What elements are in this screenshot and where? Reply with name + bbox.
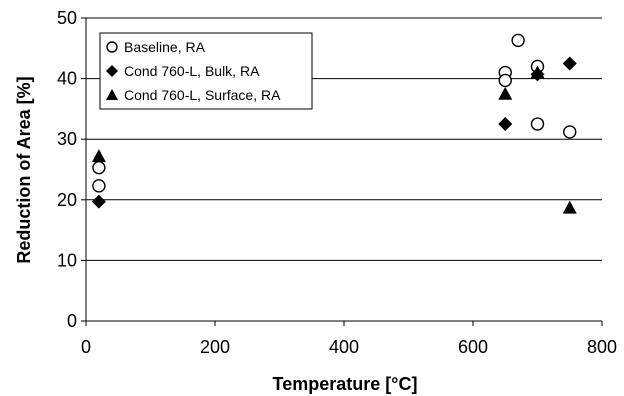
- legend-label-1: Cond 760-L, Bulk, RA: [124, 63, 260, 79]
- legend-marker-0: [106, 41, 118, 53]
- y-tick-label-1: 10: [57, 250, 77, 270]
- axes: [81, 17, 603, 326]
- y-tick-label-0: 0: [67, 311, 77, 331]
- legend-label-0: Baseline, RA: [124, 39, 206, 55]
- point-series1-1: [498, 117, 513, 132]
- point-series2-2: [530, 65, 545, 79]
- point-series1-3: [562, 56, 577, 71]
- legend-box: [99, 32, 313, 110]
- x-tick-label-3: 600: [458, 337, 488, 357]
- legend: Baseline, RA Cond 760-L, Bulk, RA Cond 760…: [99, 32, 313, 110]
- point-series0-4: [511, 33, 525, 48]
- x-tick-label-0: 0: [81, 337, 91, 357]
- legend-marker-2: [106, 89, 118, 100]
- y-axis-title: Reduction of Area [%]: [14, 76, 34, 263]
- x-tick-label-1: 200: [200, 337, 230, 357]
- point-series0-6: [530, 117, 545, 131]
- data-points: [91, 33, 577, 214]
- y-tick-label-2: 20: [57, 190, 77, 210]
- point-series2-0: [91, 149, 106, 163]
- legend-marker-1: [106, 65, 118, 77]
- x-axis-title: Temperature [°C]: [273, 374, 418, 394]
- x-tick-label-2: 400: [329, 337, 359, 357]
- point-series0-3: [498, 73, 512, 88]
- y-tick-label-3: 30: [57, 129, 77, 149]
- legend-label-2: Cond 760-L, Surface, RA: [124, 87, 281, 103]
- point-series0-0: [92, 160, 106, 175]
- point-series1-0: [91, 194, 106, 209]
- y-tick-label-4: 40: [57, 69, 77, 89]
- point-series2-1: [498, 86, 513, 100]
- y-tick-label-5: 50: [57, 8, 77, 28]
- point-series0-1: [92, 179, 106, 193]
- point-series2-3: [562, 200, 577, 214]
- tick-labels: 0 10 20 30 40 50 0 200 400 600 800: [57, 8, 617, 357]
- point-series0-7: [563, 125, 577, 139]
- x-tick-label-4: 800: [587, 337, 617, 357]
